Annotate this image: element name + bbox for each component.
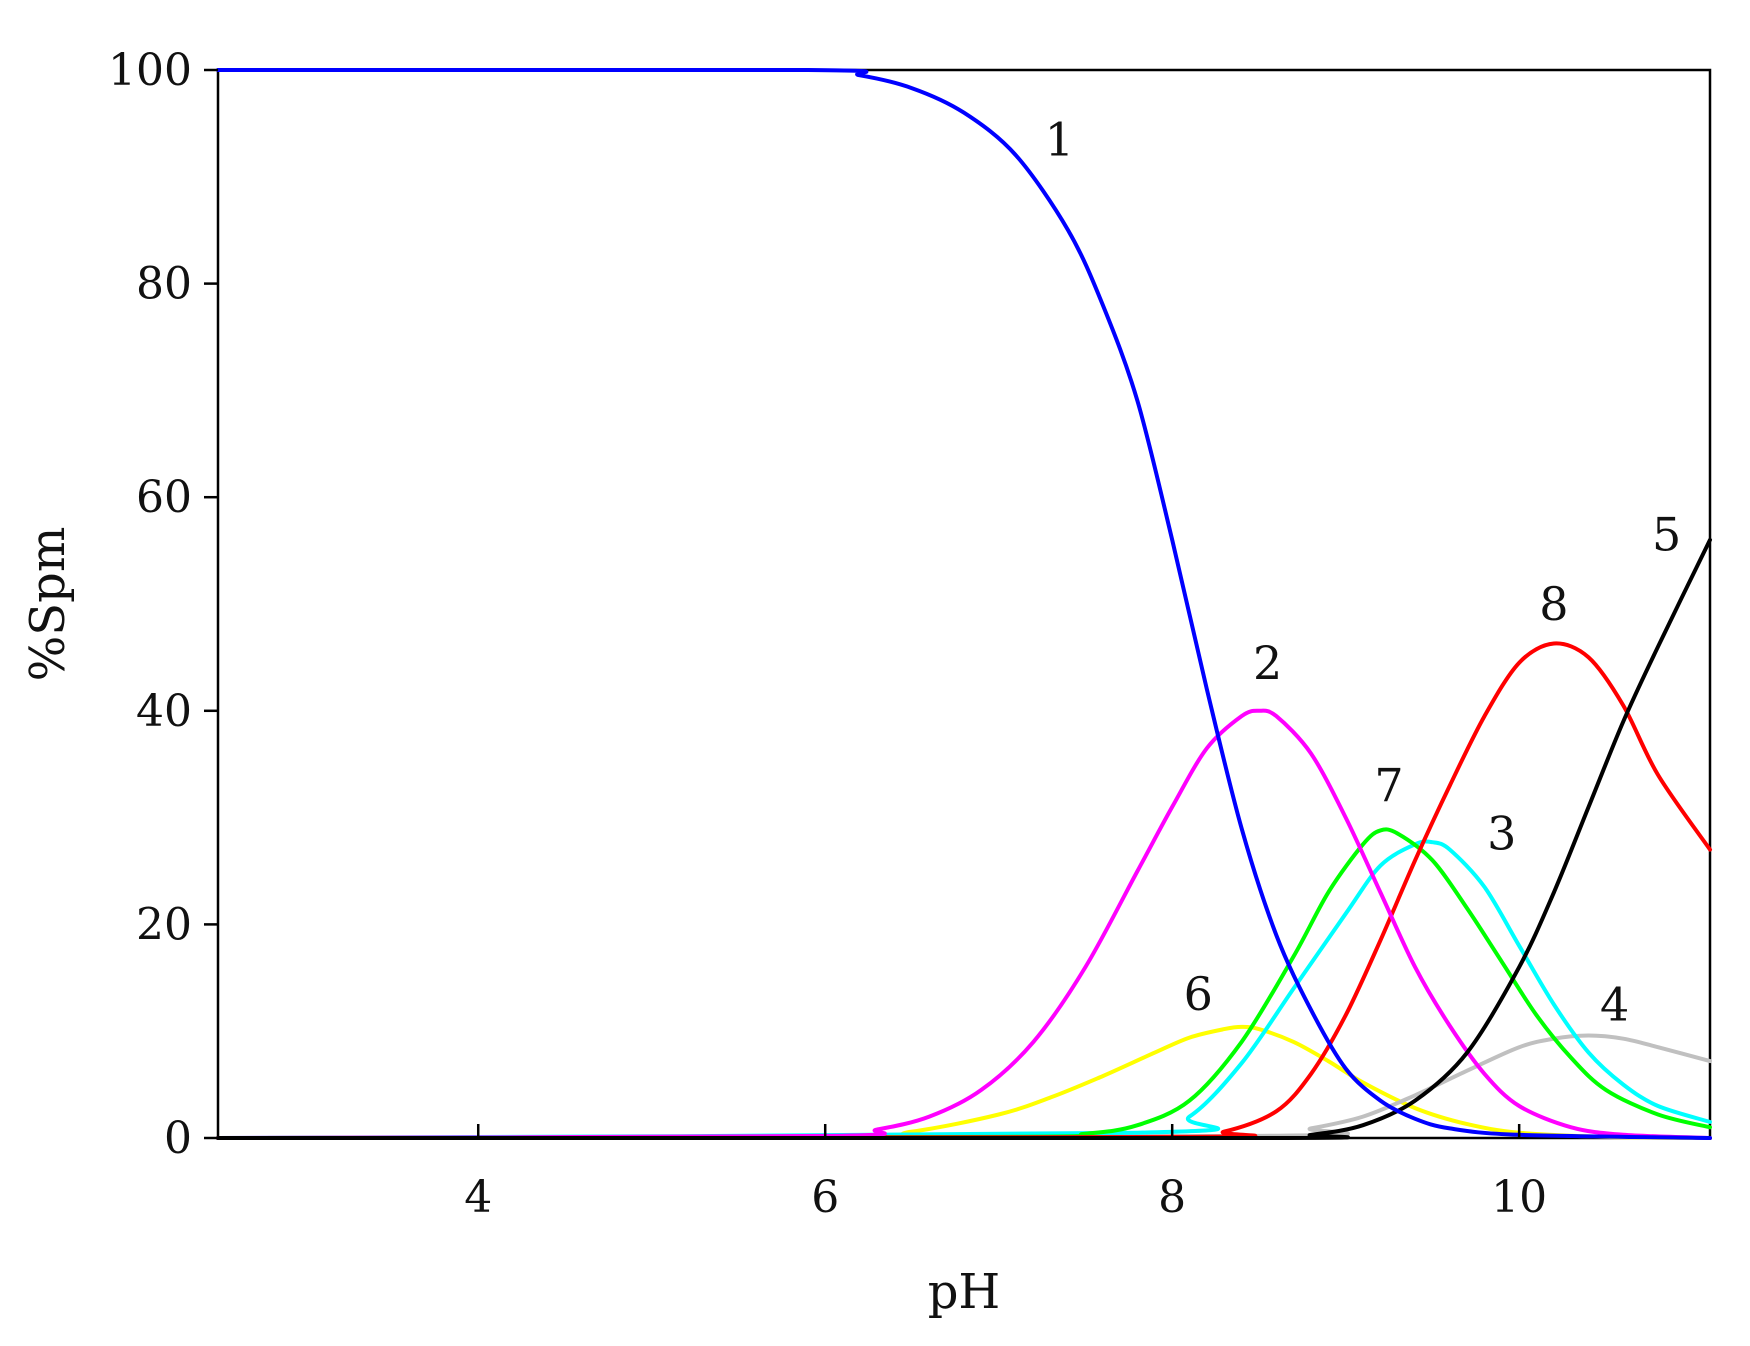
series-5-line: [216, 537, 1712, 1141]
series-8-label: 8: [1539, 577, 1568, 631]
series-7-label: 7: [1374, 759, 1403, 813]
series-2-label: 2: [1253, 636, 1282, 690]
series-6-label: 6: [1184, 967, 1213, 1021]
y-tick-label: 40: [136, 686, 192, 737]
series-7-line: [216, 827, 1712, 1140]
x-axis-ticks: 4 6 8 10: [464, 1124, 1547, 1223]
series-3-line: [216, 839, 1712, 1140]
series-3-label: 3: [1487, 807, 1516, 861]
series-4-label: 4: [1600, 978, 1629, 1032]
x-tick-label: 10: [1491, 1172, 1547, 1223]
series-1-line: [216, 67, 1712, 1140]
plot-area-frame: [216, 68, 1712, 1140]
series-1-label: 1: [1045, 112, 1074, 166]
y-axis-ticks: 0 20 40 60 80 100: [108, 45, 218, 1164]
x-tick-label: 8: [1158, 1172, 1186, 1223]
y-axis-title: %Spm: [20, 527, 76, 682]
x-tick-label: 4: [464, 1172, 492, 1223]
series-5-label: 5: [1652, 508, 1681, 562]
series-2-line: [216, 708, 1712, 1140]
y-tick-label: 20: [136, 899, 192, 950]
y-tick-label: 60: [136, 472, 192, 523]
series-6-line: [216, 1024, 1712, 1141]
x-axis-title: pH: [928, 1264, 1001, 1320]
y-tick-label: 80: [136, 259, 192, 310]
curves: [216, 67, 1712, 1141]
y-tick-label: 100: [108, 45, 192, 96]
x-tick-label: 6: [811, 1172, 839, 1223]
curve-labels: 1 2 3 4 5 6 7 8: [1045, 112, 1681, 1031]
y-tick-label: 0: [164, 1113, 192, 1164]
